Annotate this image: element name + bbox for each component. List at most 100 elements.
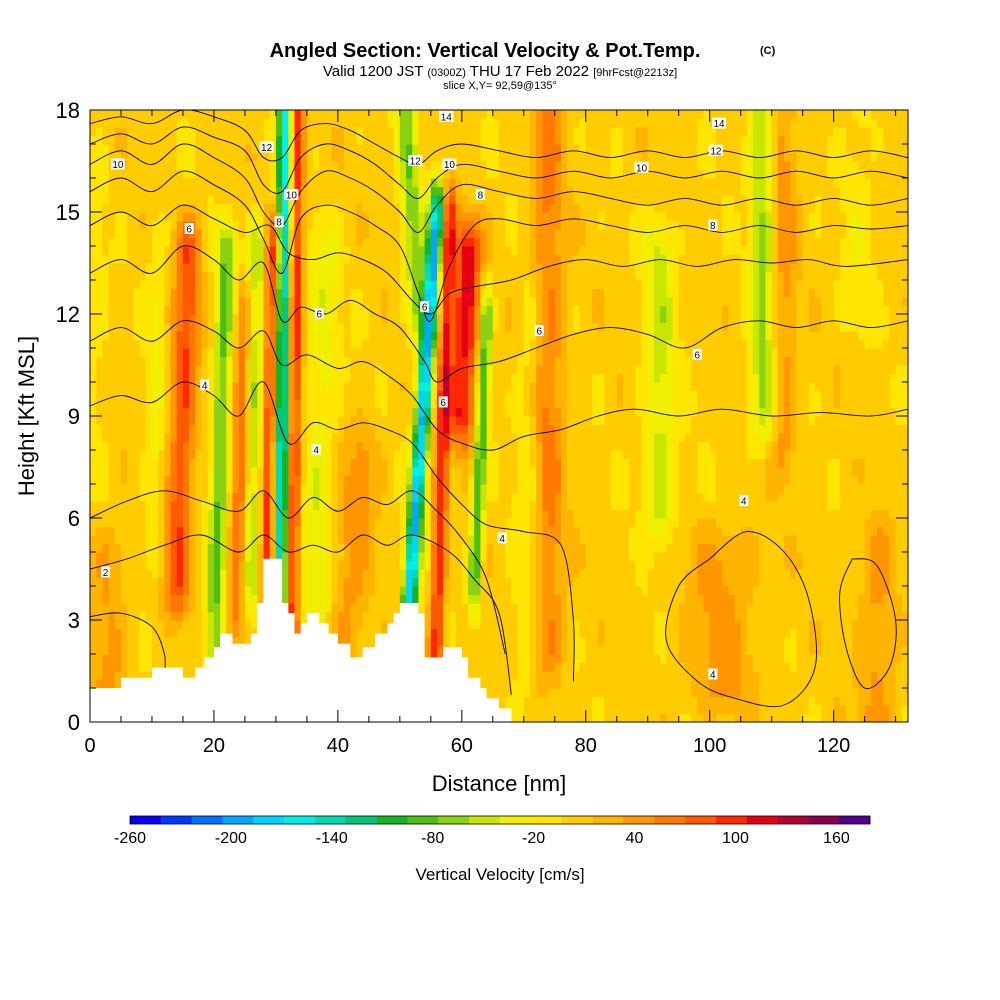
velocity-cell <box>331 509 339 519</box>
velocity-cell <box>127 603 134 613</box>
velocity-cell <box>449 399 457 409</box>
velocity-cell <box>511 594 519 604</box>
velocity-cell <box>722 492 729 502</box>
velocity-cell <box>406 518 413 528</box>
velocity-cell <box>96 475 103 485</box>
velocity-cell <box>629 399 636 409</box>
velocity-cell <box>666 424 674 434</box>
velocity-cell <box>542 484 550 494</box>
velocity-cell <box>883 543 891 553</box>
velocity-cell <box>672 679 680 689</box>
velocity-cell <box>784 475 791 485</box>
velocity-cell <box>808 416 816 426</box>
velocity-cell <box>715 416 723 426</box>
velocity-cell <box>591 552 599 562</box>
velocity-cell <box>722 433 729 443</box>
velocity-cell <box>325 586 333 596</box>
velocity-cell <box>356 594 364 604</box>
velocity-cell <box>815 492 822 502</box>
velocity-cell <box>827 594 835 604</box>
velocity-cell <box>877 441 884 451</box>
velocity-cell <box>368 467 376 477</box>
velocity-cell <box>108 441 116 451</box>
velocity-cell <box>468 637 475 647</box>
velocity-cell <box>412 467 420 477</box>
velocity-cell <box>350 535 358 545</box>
velocity-cell <box>784 441 791 451</box>
velocity-cell <box>108 560 116 570</box>
velocity-cell <box>114 450 122 460</box>
velocity-cell <box>418 475 426 485</box>
velocity-cell <box>275 416 283 426</box>
velocity-cell <box>505 637 512 647</box>
velocity-cell <box>523 518 531 528</box>
velocity-cell <box>145 458 153 468</box>
velocity-cell <box>709 594 717 604</box>
velocity-cell <box>765 611 773 621</box>
velocity-cell <box>195 509 203 519</box>
velocity-cell <box>567 467 574 477</box>
velocity-cell <box>399 407 407 417</box>
velocity-cell <box>746 416 754 426</box>
velocity-cell <box>189 450 196 460</box>
velocity-cell <box>573 501 581 511</box>
velocity-cell <box>325 509 333 519</box>
velocity-cell <box>610 535 618 545</box>
velocity-cell <box>765 543 773 553</box>
velocity-cell <box>610 671 618 681</box>
velocity-cell <box>715 543 723 553</box>
velocity-cell <box>684 407 692 417</box>
velocity-cell <box>232 492 240 502</box>
velocity-cell <box>536 637 543 647</box>
velocity-cell <box>864 569 872 579</box>
velocity-cell <box>468 526 475 536</box>
velocity-cell <box>288 433 296 443</box>
velocity-cell <box>846 526 853 536</box>
velocity-cell <box>815 501 822 511</box>
velocity-cell <box>505 611 512 621</box>
velocity-cell <box>362 586 370 596</box>
velocity-cell <box>288 424 296 434</box>
velocity-cell <box>864 526 872 536</box>
velocity-cell <box>647 416 655 426</box>
velocity-cell <box>455 458 463 468</box>
velocity-cell <box>709 679 717 689</box>
velocity-cell <box>548 560 556 570</box>
velocity-cell <box>529 518 537 528</box>
velocity-cell <box>505 467 512 477</box>
velocity-cell <box>350 416 358 426</box>
velocity-cell <box>207 467 215 477</box>
velocity-cell <box>151 526 159 536</box>
velocity-cell <box>604 696 612 706</box>
velocity-cell <box>604 586 612 596</box>
velocity-cell <box>474 475 482 485</box>
velocity-cell <box>350 594 358 604</box>
velocity-cell <box>474 628 482 638</box>
velocity-cell <box>616 560 624 570</box>
velocity-cell <box>170 654 178 664</box>
velocity-cell <box>182 509 190 519</box>
velocity-cell <box>635 501 643 511</box>
velocity-cell <box>102 492 110 502</box>
velocity-cell <box>753 569 760 579</box>
velocity-cell <box>821 518 829 528</box>
velocity-cell <box>653 535 661 545</box>
velocity-cell <box>796 679 804 689</box>
velocity-cell <box>474 654 482 664</box>
velocity-cell <box>697 535 705 545</box>
velocity-cell <box>269 433 277 443</box>
velocity-cell <box>189 475 196 485</box>
velocity-cell <box>746 407 754 417</box>
velocity-cell <box>517 543 525 553</box>
velocity-cell <box>622 662 630 672</box>
velocity-cell <box>784 450 791 460</box>
velocity-cell <box>257 518 265 528</box>
velocity-cell <box>182 603 190 613</box>
velocity-cell <box>399 560 407 570</box>
velocity-cell <box>579 458 587 468</box>
velocity-cell <box>474 611 482 621</box>
velocity-cell <box>232 543 240 553</box>
velocity-cell <box>759 637 767 647</box>
velocity-cell <box>511 637 519 647</box>
velocity-cell <box>356 458 364 468</box>
